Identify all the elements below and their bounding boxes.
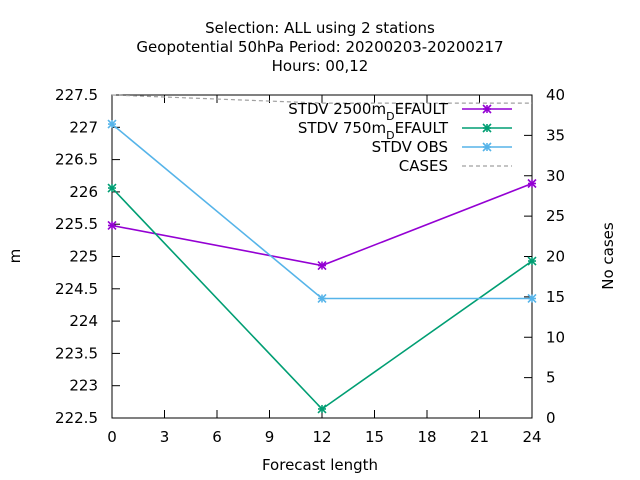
marker-stroke bbox=[482, 123, 492, 133]
y-tick-label: 226.5 bbox=[55, 151, 98, 169]
x-axis-ticks: 0 3 6 9 12 15 18 21 24 bbox=[107, 95, 542, 446]
x-tick-label: 24 bbox=[522, 428, 541, 446]
series-2-point-1 bbox=[317, 293, 327, 304]
y-axis-label: m bbox=[6, 249, 24, 264]
legend-label-name: CASES bbox=[399, 157, 448, 175]
series-1-point-0 bbox=[107, 183, 117, 193]
marker-stroke bbox=[317, 404, 327, 414]
legend-sample-marker-2 bbox=[482, 142, 492, 152]
marker-stroke bbox=[527, 293, 537, 304]
chart-title-line-3: Hours: 00,12 bbox=[272, 57, 369, 75]
legend-label-name: STDV OBS bbox=[372, 138, 448, 156]
legend-label-2: STDV OBS bbox=[372, 138, 448, 156]
marker-stroke bbox=[107, 220, 117, 231]
series-1-point-2 bbox=[527, 256, 537, 266]
x-tick-label: 15 bbox=[365, 428, 384, 446]
y2-tick-label: 10 bbox=[546, 328, 565, 346]
legend-label-tail: EFAULT bbox=[395, 119, 449, 137]
x-tick-label: 21 bbox=[470, 428, 489, 446]
y-axis-ticks: 222.5 223 223.5 224 224.5 225 225.5 226 226.5 227… bbox=[55, 86, 120, 427]
y-tick-label: 225 bbox=[69, 248, 98, 266]
x-tick-label: 9 bbox=[265, 428, 275, 446]
marker-stroke bbox=[527, 256, 537, 266]
marker-stroke bbox=[482, 142, 492, 152]
y-tick-label: 227 bbox=[69, 118, 98, 136]
legend-label-1: STDV 750mDEFAULT bbox=[298, 119, 449, 142]
legend-label-3: CASES bbox=[399, 157, 448, 175]
series-line-2 bbox=[111, 123, 532, 300]
y2-tick-label: 25 bbox=[546, 207, 565, 225]
y2-tick-label: 15 bbox=[546, 288, 565, 306]
y-tick-label: 223 bbox=[69, 377, 98, 395]
y2-tick-label: 40 bbox=[546, 86, 565, 104]
series-line-3 bbox=[111, 94, 532, 104]
series-0-point-1 bbox=[317, 260, 327, 271]
marker-stroke bbox=[107, 119, 117, 129]
x-tick-label: 3 bbox=[160, 428, 170, 446]
y2-tick-label: 35 bbox=[546, 126, 565, 144]
marker-stroke bbox=[317, 293, 327, 304]
y-tick-label: 225.5 bbox=[55, 215, 98, 233]
marker-stroke bbox=[527, 178, 537, 189]
y-tick-label: 222.5 bbox=[55, 409, 98, 427]
y-tick-label: 223.5 bbox=[55, 344, 98, 362]
y2-tick-label: 5 bbox=[546, 369, 556, 387]
chart-title-line-2: Geopotential 50hPa Period: 20200203-2020… bbox=[136, 38, 503, 56]
y-tick-label: 224 bbox=[69, 312, 98, 330]
series-2-point-2 bbox=[527, 293, 537, 304]
legend-label-0: STDV 2500mDEFAULT bbox=[288, 100, 449, 123]
y-tick-label: 226 bbox=[69, 183, 98, 201]
x-tick-label: 6 bbox=[212, 428, 222, 446]
series-0-point-2 bbox=[527, 178, 537, 189]
series-0-point-0 bbox=[107, 220, 117, 231]
series-1-point-1 bbox=[317, 404, 327, 414]
legend-label-name: STDV 2500m bbox=[288, 100, 386, 118]
chart-title-line-1: Selection: ALL using 2 stations bbox=[205, 19, 435, 37]
y2-tick-label: 0 bbox=[546, 409, 556, 427]
x-tick-label: 18 bbox=[417, 428, 436, 446]
series-2-point-0 bbox=[107, 119, 117, 129]
y2-axis-ticks: 0 5 10 15 20 25 30 35 40 bbox=[524, 86, 565, 427]
series-layer bbox=[107, 94, 537, 414]
legend-sample-marker-1 bbox=[482, 123, 492, 133]
marker-stroke bbox=[317, 260, 327, 271]
x-tick-label: 12 bbox=[312, 428, 331, 446]
y-tick-label: 227.5 bbox=[55, 86, 98, 104]
legend-label-name: STDV 750m bbox=[298, 119, 386, 137]
legend-sample-marker-0 bbox=[482, 104, 492, 114]
y2-tick-label: 20 bbox=[546, 248, 565, 266]
x-axis-label: Forecast length bbox=[262, 456, 378, 474]
y2-axis-label: No cases bbox=[599, 222, 617, 290]
y2-tick-label: 30 bbox=[546, 167, 565, 185]
legend-label-tail: EFAULT bbox=[395, 100, 449, 118]
plot-frame bbox=[111, 94, 533, 419]
marker-stroke bbox=[107, 183, 117, 193]
x-tick-label: 0 bbox=[107, 428, 117, 446]
y-tick-label: 224.5 bbox=[55, 280, 98, 298]
marker-stroke bbox=[482, 104, 492, 114]
legend-label-sub: D bbox=[386, 129, 394, 142]
legend-label-sub: D bbox=[386, 110, 394, 123]
